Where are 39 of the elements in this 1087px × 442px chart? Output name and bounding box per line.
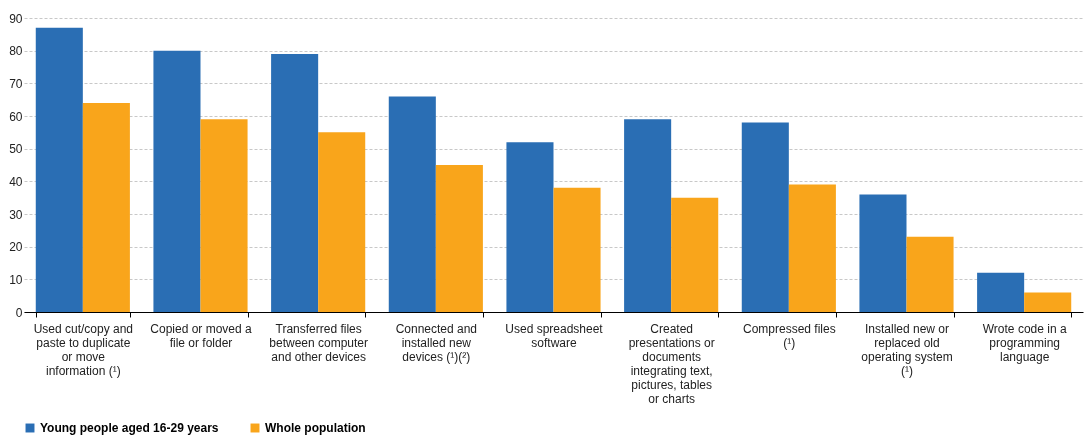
x-tick-label: Wrote code in a programming language [982,321,1067,364]
x-tick-label: Used spreadsheet software [505,321,604,350]
x-tick-label: Created presentations or documents integrating text, pictures, tables or charts [628,321,715,406]
bar [318,132,366,312]
bar [671,197,719,312]
bar [200,119,248,312]
bar [1024,292,1072,312]
bar [859,194,907,312]
y-tick-label: 40 [9,174,23,189]
y-tick-label: 60 [9,109,23,124]
y-tick-label: 90 [9,11,23,26]
x-tick-label: Used cut/copy and paste to duplicate or move information (¹) [33,321,134,378]
bar [977,272,1025,312]
x-tick-label: Compressed files (¹) [742,321,836,350]
y-tick-label: 20 [9,240,23,255]
x-tick-label: Copied or moved a file or folder [150,321,253,350]
bar [624,119,672,312]
bar [553,187,601,312]
bar [82,102,130,312]
x-tick-label: Installed new or replaced old operating system (¹) [861,321,953,378]
legend-label: Whole population [265,421,366,435]
y-tick-label: 70 [9,76,23,91]
bar [435,165,483,312]
y-tick-label: 10 [9,272,23,287]
bar [35,27,83,312]
bar [788,184,836,312]
y-tick-label: 0 [15,305,23,320]
y-tick-label: 30 [9,207,23,222]
bar [741,122,789,312]
x-tick-label: Transferred files between computer and other devices [269,321,369,364]
bar [271,53,319,312]
y-tick-label: 50 [9,142,23,157]
bar [906,236,954,312]
x-tick-label: Connected and installed new devices (¹)(²) [395,321,478,364]
bar [388,96,436,312]
bar [506,142,554,312]
y-tick-label: 80 [9,44,23,59]
bar [153,50,201,312]
legend-label: Young people aged 16-29 years [40,421,219,435]
